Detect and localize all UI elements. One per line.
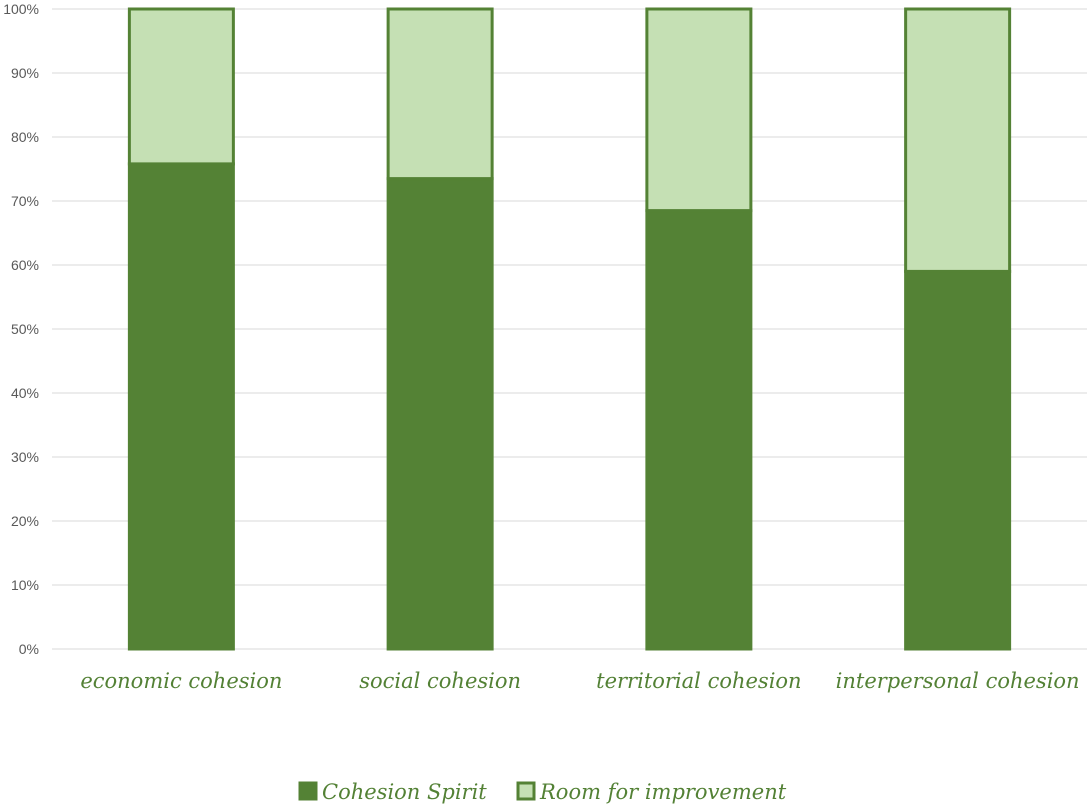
- bar-segment-room-for-improvement: [386, 7, 494, 181]
- x-category-label: social cohesion: [359, 669, 521, 693]
- bar-segment-room-for-improvement: [904, 7, 1012, 273]
- legend-label: Room for improvement: [539, 780, 787, 804]
- bar-segment-cohesion-spirit: [645, 209, 753, 651]
- legend-swatch: [516, 781, 536, 801]
- bar-segment-cohesion-spirit: [386, 177, 494, 651]
- legend-swatch: [298, 781, 318, 801]
- x-category-label: economic cohesion: [80, 669, 282, 693]
- y-tick-label: 0%: [19, 641, 39, 657]
- y-tick-label: 70%: [11, 193, 39, 209]
- legend-label: Cohesion Spirit: [322, 780, 487, 804]
- y-tick-label: 100%: [3, 1, 39, 17]
- y-tick-label: 80%: [11, 129, 39, 145]
- x-category-label: interpersonal cohesion: [836, 669, 1080, 693]
- y-tick-label: 50%: [11, 321, 39, 337]
- bar-segment-room-for-improvement: [645, 7, 753, 213]
- y-tick-label: 30%: [11, 449, 39, 465]
- y-tick-label: 60%: [11, 257, 39, 273]
- bar-segment-room-for-improvement: [127, 7, 235, 166]
- y-tick-label: 40%: [11, 385, 39, 401]
- bar-segment-cohesion-spirit: [127, 162, 235, 651]
- bars: [127, 7, 1012, 651]
- x-axis-labels: economic cohesion social cohesion territor…: [80, 669, 1079, 693]
- bar-segment-cohesion-spirit: [904, 269, 1012, 651]
- x-category-label: territorial cohesion: [596, 669, 801, 693]
- y-tick-label: 20%: [11, 513, 39, 529]
- y-tick-label: 90%: [11, 65, 39, 81]
- legend: Cohesion Spirit Room for improvement: [298, 780, 787, 804]
- y-tick-label: 10%: [11, 577, 39, 593]
- y-axis-ticks: 0% 10% 20% 30% 40% 50% 60% 70% 80% 90% 100%: [3, 1, 39, 657]
